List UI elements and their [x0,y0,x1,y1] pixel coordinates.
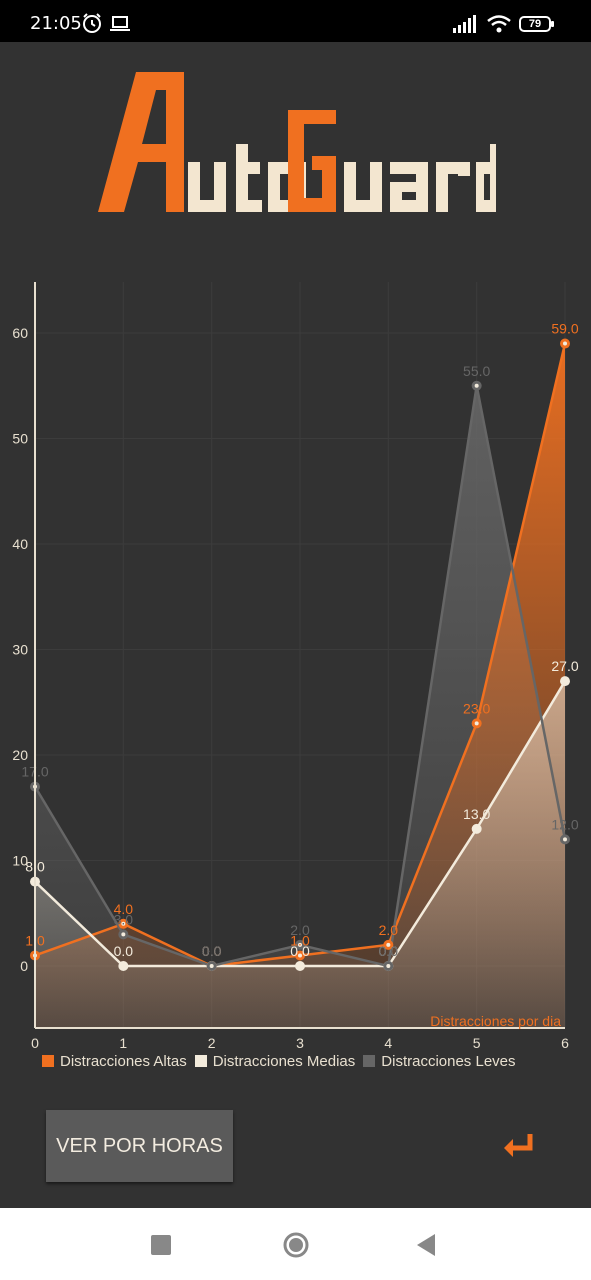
data-label: 0.0 [379,943,399,959]
laptop-icon [110,16,130,31]
x-tick-label: 1 [119,1035,127,1050]
data-label: 2.0 [290,922,310,938]
data-label: 23.0 [463,700,490,716]
series-area-0 [35,343,565,1028]
data-point-center [121,964,126,968]
data-label: 2.0 [379,922,399,938]
y-tick-label: 50 [12,431,28,447]
legend-swatch [363,1055,376,1067]
data-label: 0.0 [379,943,399,959]
legend-swatch [42,1055,54,1067]
legend-item: Distracciones Leves [363,1051,516,1071]
data-label: 4.0 [114,901,134,917]
data-point-center [563,341,567,346]
ver-por-horas-button[interactable]: VER POR HORAS [46,1110,233,1182]
chart: 1.04.00.01.02.023.059.08.00.00.00.00.013… [12,282,579,1050]
data-label: 55.0 [463,363,490,379]
back-nav-icon[interactable] [415,1233,437,1257]
x-axis-title: Distracciones por dia [430,1013,561,1029]
data-label: 0.0 [114,943,134,959]
legend-item: Distracciones Altas [42,1051,187,1071]
x-tick-label: 5 [473,1035,481,1050]
status-time: 21:05 [30,13,82,34]
recent-apps-icon[interactable] [150,1234,172,1256]
data-point-center [474,383,479,388]
y-tick-label: 30 [12,642,28,658]
x-tick-label: 6 [561,1035,569,1050]
series-area-1 [35,681,565,1028]
y-tick-label: 10 [12,853,28,869]
data-label: 0.0 [202,943,222,959]
data-point-center [474,826,479,831]
return-arrow-icon [504,1134,533,1157]
data-label: 27.0 [551,658,578,674]
y-tick-label: 0 [20,958,28,974]
axes: 0 10 20 30 40 50 60 0 1 2 3 4 5 6 [12,282,569,1050]
y-tick-label: 20 [12,747,28,763]
legend-item: Distracciones Medias [194,1051,356,1071]
data-label: 1.0 [290,932,310,948]
legend-swatch [194,1055,207,1067]
data-label: 12.0 [551,816,578,832]
data-label: 0.0 [202,943,222,959]
x-tick-label: 0 [31,1035,39,1050]
data-point-center [298,953,302,958]
data-point-center [298,964,302,968]
legend-label: Distracciones Altas [60,1052,187,1070]
app-logo [98,72,496,212]
data-point-center [386,964,391,968]
home-icon[interactable] [282,1231,310,1259]
wifi-icon [487,15,511,33]
status-bar: 21:05 79 [0,0,591,42]
legend-label: Distracciones Medias [212,1052,356,1070]
data-point-center [121,932,126,937]
y-tick-label: 60 [12,325,28,341]
data-label: 59.0 [551,321,578,337]
navigation-bar [0,1208,591,1280]
x-tick-label: 4 [384,1035,392,1050]
data-point-center [386,942,391,947]
data-label: 3.0 [114,911,134,927]
alarm-icon [83,13,101,33]
battery-indicator: 79 [519,16,554,32]
data-point-center [121,921,126,926]
data-label: 0.0 [290,943,310,959]
data-label: 13.0 [463,806,490,822]
legend-label: Distracciones Leves [381,1052,516,1070]
x-tick-label: 2 [208,1035,216,1050]
data-point-center [563,679,567,684]
back-button[interactable] [474,1110,562,1182]
y-tick-label: 40 [12,536,28,552]
data-point-center [298,942,302,947]
data-label: 0.0 [202,943,222,959]
data-point-center [474,721,479,726]
legend: Distracciones Altas Distracciones Medias D… [42,1051,516,1071]
x-tick-label: 3 [296,1035,304,1050]
signal-icon [453,15,476,33]
data-point-center [563,837,567,842]
data-point-center [209,964,214,968]
